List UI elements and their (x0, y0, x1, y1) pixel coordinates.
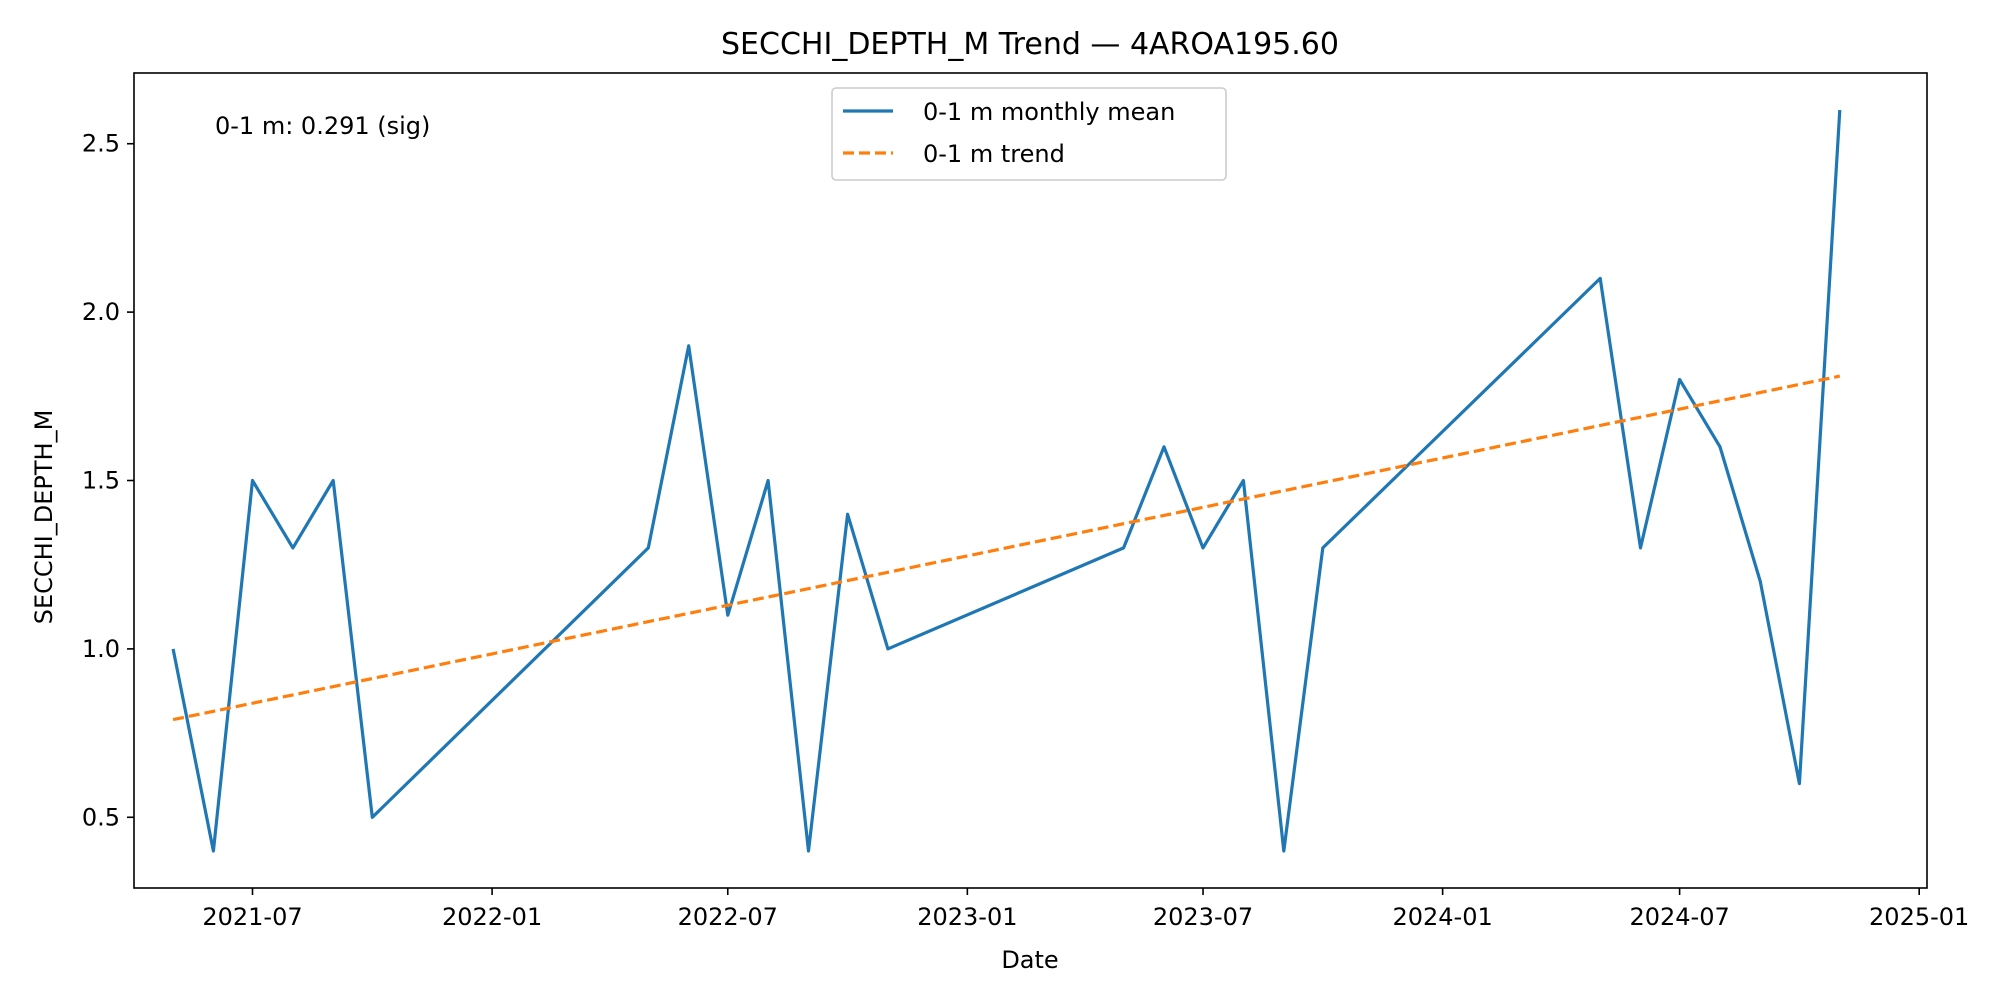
x-tick-label: 2024-07 (1629, 903, 1729, 931)
legend-label: 0-1 m trend (923, 140, 1065, 168)
x-tick-label: 2023-07 (1153, 903, 1253, 931)
x-tick-label: 2023-01 (917, 903, 1017, 931)
x-tick-label: 2022-07 (678, 903, 778, 931)
x-axis-title: Date (1001, 946, 1058, 974)
x-tick-label: 2021-07 (202, 903, 302, 931)
legend: 0-1 m monthly mean 0-1 m trend (831, 87, 1227, 181)
y-tick-label: 1.0 (82, 635, 120, 663)
legend-box (831, 87, 1227, 181)
legend-label: 0-1 m monthly mean (923, 98, 1175, 126)
trend-annotation: 0-1 m: 0.291 (sig) (215, 112, 430, 140)
y-tick-label: 1.5 (82, 467, 120, 495)
series-group (171, 109, 1842, 853)
axes-group: 2021-07 2022-01 2022-07 2023-01 2023-07 2024-… (82, 72, 1969, 931)
series-line-trend (172, 374, 1841, 722)
x-tick-label: 2024-01 (1392, 903, 1492, 931)
chart-title: SECCHI_DEPTH_M Trend — 4AROA195.60 (721, 27, 1339, 62)
x-tick-label: 2022-01 (442, 903, 542, 931)
y-axis-title: SECCHI_DEPTH_M (30, 410, 58, 625)
y-tick-label: 2.5 (82, 130, 120, 158)
y-tick-label: 2.0 (82, 298, 120, 326)
y-tick-label: 0.5 (82, 803, 120, 831)
plot-background (134, 73, 1927, 888)
series-line-monthly-mean (171, 109, 1842, 853)
plot-area (134, 73, 1927, 888)
x-tick-label: 2025-01 (1869, 903, 1969, 931)
